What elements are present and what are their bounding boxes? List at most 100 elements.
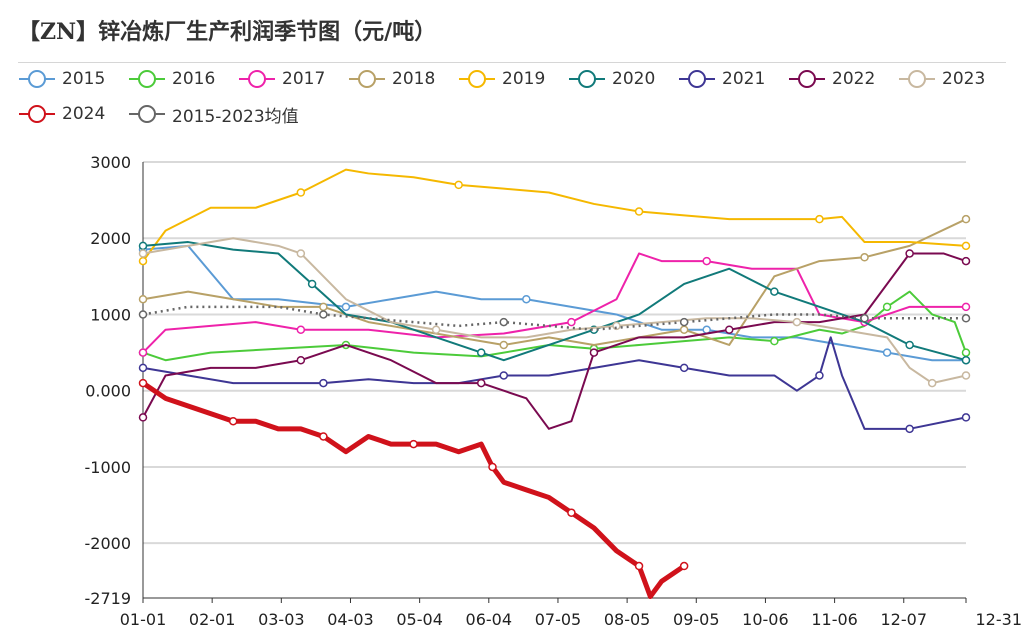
series-line — [142, 241, 967, 362]
data-point — [296, 249, 306, 258]
data-point — [634, 207, 644, 216]
y-tick-label: 1000 — [90, 305, 131, 324]
series-line — [142, 244, 966, 362]
data-point — [296, 325, 306, 334]
legend-item[interactable]: 2024 — [18, 103, 105, 125]
chart-title: 【ZN】锌冶炼厂生产利润季节图（元/吨） — [18, 19, 437, 45]
data-point — [860, 253, 869, 262]
data-point — [905, 424, 914, 434]
y-tick-label: 2000 — [90, 229, 131, 248]
legend-swatch — [569, 70, 605, 88]
data-point — [927, 378, 937, 388]
data-point — [138, 256, 148, 266]
data-point — [476, 378, 486, 388]
legend-item[interactable]: 2015 — [18, 68, 105, 90]
y-tick-label: 0.000 — [85, 382, 131, 401]
data-point — [319, 378, 328, 388]
data-point — [961, 302, 971, 312]
series-2018 — [138, 214, 971, 350]
legend-label: 2021 — [722, 69, 766, 89]
x-tick-label: 05-04 — [396, 610, 443, 629]
data-point — [905, 249, 914, 258]
title-divider — [18, 62, 1006, 63]
y-tick-label: -2000 — [85, 534, 132, 553]
data-point — [815, 214, 824, 224]
legend-swatch — [899, 70, 935, 88]
legend-swatch — [129, 105, 165, 123]
series-line — [142, 237, 967, 385]
data-point — [770, 287, 779, 296]
legend-label: 2015 — [62, 69, 106, 89]
data-point — [961, 241, 971, 251]
data-point — [860, 314, 869, 323]
series-2015-2023均值 — [138, 305, 971, 331]
data-point — [138, 363, 148, 373]
series-2023 — [138, 237, 971, 388]
legend-item[interactable]: 2021 — [678, 68, 765, 90]
data-point — [319, 310, 328, 319]
legend-item[interactable]: 2020 — [568, 68, 655, 90]
legend-item[interactable]: 2018 — [348, 68, 435, 90]
legend-item[interactable]: 2019 — [458, 68, 545, 90]
legend-item[interactable]: 2023 — [898, 68, 985, 90]
data-point — [138, 249, 148, 258]
data-point — [138, 413, 148, 422]
data-point — [499, 340, 509, 350]
series-line — [142, 168, 967, 262]
series-line — [142, 305, 966, 331]
legend-item[interactable]: 2015-2023均值 — [128, 103, 299, 127]
data-point — [679, 363, 689, 373]
data-point — [138, 378, 148, 388]
data-point — [499, 317, 509, 327]
data-point — [882, 348, 892, 357]
legend-label: 2020 — [612, 69, 656, 89]
legend-swatch — [459, 70, 495, 88]
legend-swatch — [19, 105, 55, 123]
data-point — [138, 294, 148, 304]
data-point — [138, 241, 148, 251]
legend-label: 2024 — [62, 104, 106, 124]
x-tick-label: 06-04 — [466, 610, 513, 629]
data-point — [431, 325, 441, 334]
x-tick-label: 02-01 — [189, 610, 236, 629]
series-line — [142, 218, 967, 346]
data-point — [499, 371, 509, 380]
data-point — [961, 355, 971, 365]
legend-swatch — [349, 70, 385, 88]
data-point — [634, 561, 644, 571]
legend-label: 2016 — [172, 69, 216, 89]
data-point — [589, 348, 599, 357]
x-tick-label: 01-01 — [120, 610, 167, 629]
data-point — [961, 348, 971, 357]
legend-label: 2015-2023均值 — [172, 106, 299, 127]
data-point — [961, 371, 971, 380]
data-point — [296, 188, 306, 197]
data-point — [307, 279, 317, 289]
series-2021 — [138, 336, 971, 434]
legend-item[interactable]: 2017 — [238, 68, 325, 90]
data-point — [961, 314, 971, 323]
series-line — [141, 381, 686, 600]
data-point — [138, 348, 148, 357]
data-point — [319, 302, 328, 312]
legend-label: 2018 — [392, 69, 436, 89]
data-point — [905, 340, 914, 350]
data-point — [228, 416, 238, 426]
x-tick-label: 09-05 — [673, 610, 720, 629]
data-point — [319, 432, 328, 441]
data-point — [961, 256, 971, 266]
y-tick-label: -2719 — [85, 589, 132, 608]
series-line — [142, 252, 967, 430]
data-point — [409, 439, 418, 449]
data-point — [679, 325, 689, 334]
x-tick-label: 10-06 — [742, 610, 789, 629]
legend-swatch — [679, 70, 715, 88]
data-point — [341, 302, 351, 312]
legend-item[interactable]: 2022 — [788, 68, 875, 90]
data-point — [567, 317, 576, 327]
x-tick-label: 12-07 — [881, 610, 928, 629]
series-line — [142, 290, 967, 362]
x-tick-label: 04-03 — [327, 610, 374, 629]
legend-item[interactable]: 2016 — [128, 68, 215, 90]
